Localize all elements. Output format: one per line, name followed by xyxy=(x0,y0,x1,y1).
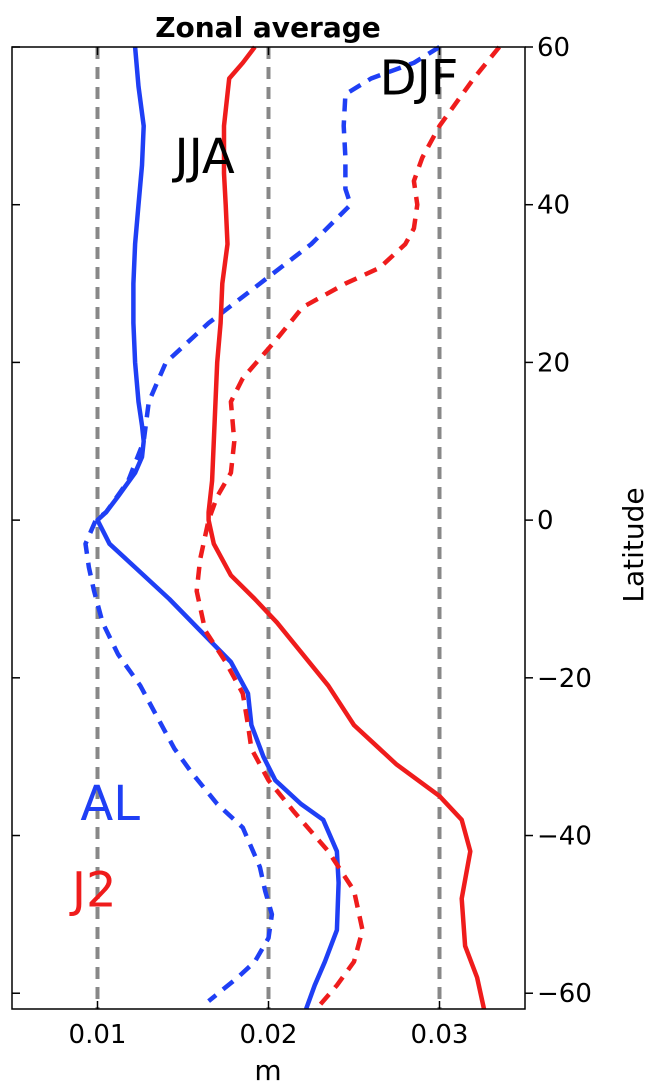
y-tick-label: −60 xyxy=(537,979,592,1009)
y-tick-label: 0 xyxy=(537,506,554,536)
annotation-group: JJA DJF AL J2 xyxy=(69,50,459,918)
x-axis-title: m xyxy=(254,1054,281,1087)
series-al-jja-line xyxy=(95,46,341,1010)
annotation-al: AL xyxy=(80,776,140,832)
series-group xyxy=(83,45,502,1011)
reference-lines xyxy=(95,47,442,1009)
y-tick-label: 40 xyxy=(537,191,570,221)
annotation-j2: J2 xyxy=(69,862,117,918)
y-axis-title: Latitude xyxy=(617,487,650,602)
y-axis-ticks: 60 40 20 0 −20 −40 −60 xyxy=(12,33,592,1009)
y-tick-label: 60 xyxy=(537,33,570,63)
x-tick-label: 0.02 xyxy=(240,1020,298,1050)
y-tick-label: −20 xyxy=(537,664,592,694)
y-tick-label: −40 xyxy=(537,822,592,852)
y-tick-label: 20 xyxy=(537,348,570,378)
annotation-jja: JJA xyxy=(171,129,234,185)
annotation-djf: DJF xyxy=(380,50,459,106)
x-axis-ticks: 0.01 0.02 0.03 xyxy=(69,47,469,1050)
x-tick-label: 0.03 xyxy=(411,1020,469,1050)
chart-title: Zonal average xyxy=(155,11,381,44)
series-al-djf-line xyxy=(83,45,441,1003)
series-j2-jja-line xyxy=(206,45,487,1010)
x-tick-label: 0.01 xyxy=(69,1020,127,1050)
